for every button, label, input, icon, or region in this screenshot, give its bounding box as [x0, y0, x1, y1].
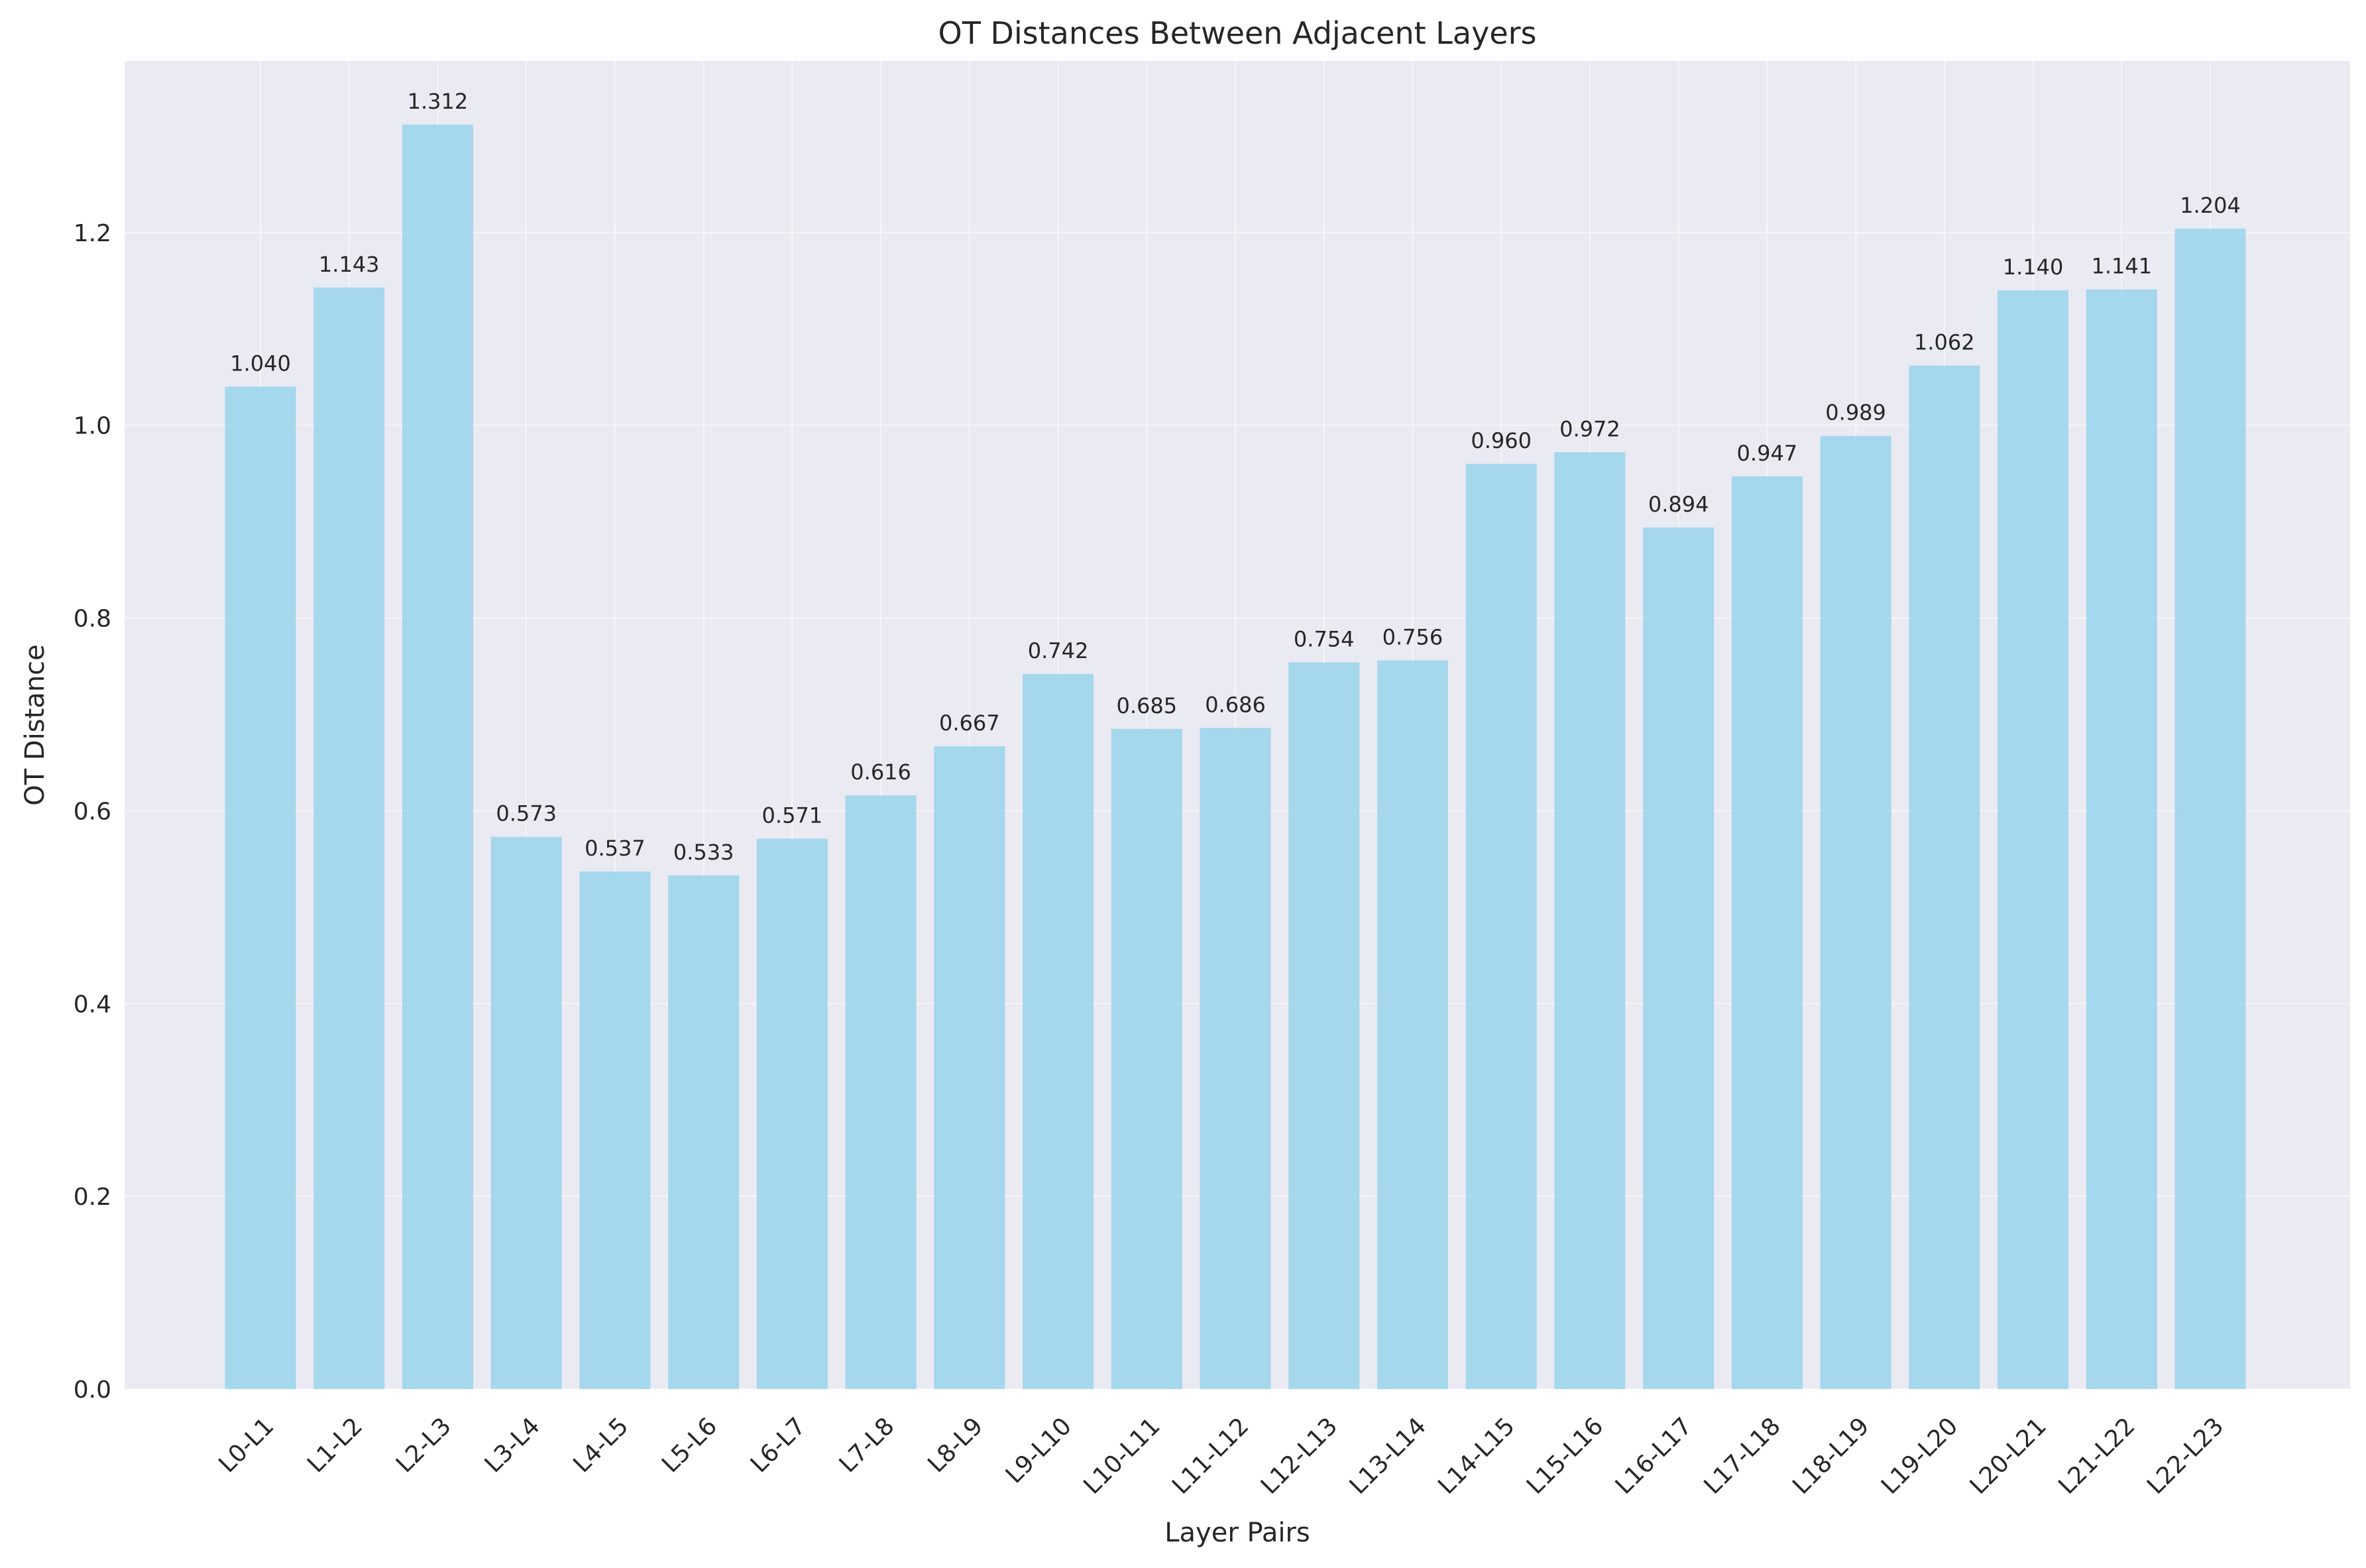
x-tick-label: L22-L23 [2142, 1412, 2229, 1499]
bar-L0-L1 [225, 386, 296, 1390]
data-label: 1.312 [408, 89, 469, 114]
data-label: 1.204 [2180, 193, 2241, 218]
data-label: 1.040 [230, 351, 291, 376]
bar-L5-L6 [668, 875, 740, 1389]
bar-L12-L13 [1288, 662, 1360, 1389]
data-label: 1.141 [2091, 254, 2152, 279]
data-label: 0.685 [1116, 693, 1177, 718]
x-tick-label: L14-L15 [1433, 1412, 1520, 1499]
y-tick-label: 0.8 [74, 606, 111, 633]
data-label: 0.742 [1028, 638, 1089, 663]
data-label: 0.533 [673, 840, 734, 865]
bar-L10-L11 [1111, 728, 1182, 1389]
bar-L11-L12 [1200, 728, 1271, 1389]
x-tick-label: L2-L3 [391, 1412, 457, 1478]
x-tick-label: L8-L9 [923, 1412, 988, 1478]
data-label: 0.754 [1294, 626, 1355, 651]
data-label: 0.686 [1205, 692, 1266, 717]
y-tick-label: 1.0 [74, 413, 111, 440]
x-tick-label: L7-L8 [834, 1412, 900, 1478]
bar-L15-L16 [1554, 452, 1626, 1390]
data-label: 0.667 [939, 710, 1000, 736]
data-label: 0.894 [1648, 492, 1709, 517]
x-tick-label: L10-L11 [1078, 1412, 1165, 1499]
bar-L7-L8 [845, 795, 917, 1389]
data-label: 0.571 [762, 803, 823, 828]
data-label: 1.062 [1914, 330, 1975, 355]
x-tick-label: L3-L4 [480, 1412, 545, 1478]
bar-L6-L7 [756, 838, 828, 1389]
data-label: 1.143 [319, 252, 380, 277]
data-label: 0.972 [1559, 416, 1620, 441]
y-tick-label: 0.6 [74, 798, 111, 825]
x-tick-label: L11-L12 [1167, 1412, 1254, 1499]
x-tick-label: L5-L6 [657, 1412, 722, 1478]
data-labels: 1.040 1.143 1.312 0.573 0.537 0.533 0.571 0.616… [230, 89, 2241, 865]
bar-L19-L20 [1909, 365, 1980, 1389]
x-tick-label: L6-L7 [746, 1412, 811, 1478]
x-tick-label: L4-L5 [568, 1412, 634, 1478]
x-tick-label: L9-L10 [1001, 1412, 1077, 1488]
y-axis-ticks: 0.0 0.2 0.4 0.6 0.8 1.0 1.2 [74, 220, 111, 1404]
bar-L4-L5 [579, 871, 651, 1389]
bar-L8-L9 [934, 746, 1005, 1389]
bar-L16-L17 [1643, 527, 1715, 1389]
bar-L20-L21 [1998, 290, 2069, 1389]
x-axis-label: Layer Pairs [1164, 1518, 1310, 1548]
x-tick-label: L12-L13 [1256, 1412, 1343, 1499]
y-tick-label: 0.0 [74, 1376, 111, 1404]
data-label: 0.756 [1382, 625, 1443, 650]
bar-L13-L14 [1377, 660, 1448, 1389]
bar-L17-L18 [1731, 476, 1803, 1389]
y-tick-label: 1.2 [74, 220, 111, 247]
data-label: 0.573 [496, 801, 557, 826]
x-tick-label: L18-L19 [1787, 1412, 1874, 1499]
x-tick-label: L16-L17 [1610, 1412, 1697, 1499]
y-tick-label: 0.4 [74, 991, 111, 1018]
data-label: 0.616 [850, 759, 911, 785]
bar-L22-L23 [2174, 229, 2246, 1390]
x-tick-label: L19-L20 [1876, 1412, 1963, 1499]
bar-L14-L15 [1465, 463, 1537, 1390]
bar-L21-L22 [2086, 289, 2157, 1389]
bar-L1-L2 [313, 287, 385, 1390]
bars [225, 124, 2246, 1390]
x-axis-ticks: L0-L1 L1-L2 L2-L3 L3-L4 L4-L5 L5-L6 L6-L7 L7-L8… [214, 1412, 2229, 1499]
bar-L9-L10 [1023, 673, 1094, 1389]
x-tick-label: L21-L22 [2053, 1412, 2140, 1499]
data-label: 0.537 [585, 836, 646, 861]
bar-L2-L3 [402, 124, 473, 1390]
y-tick-label: 0.2 [74, 1184, 111, 1211]
chart-title: OT Distances Between Adjacent Layers [938, 15, 1537, 51]
x-tick-label: L0-L1 [214, 1412, 280, 1478]
data-label: 0.960 [1471, 428, 1532, 453]
x-tick-label: L13-L14 [1345, 1412, 1432, 1499]
x-tick-label: L1-L2 [302, 1412, 368, 1478]
x-tick-label: L15-L16 [1522, 1412, 1608, 1499]
x-tick-label: L17-L18 [1699, 1412, 1785, 1499]
bar-L18-L19 [1820, 435, 1891, 1389]
y-axis-label: OT Distance [20, 644, 50, 806]
bar-L3-L4 [490, 836, 562, 1389]
data-label: 0.947 [1737, 441, 1798, 466]
data-label: 0.989 [1825, 400, 1886, 425]
x-tick-label: L20-L21 [1965, 1412, 2052, 1499]
data-label: 1.140 [2003, 254, 2064, 280]
